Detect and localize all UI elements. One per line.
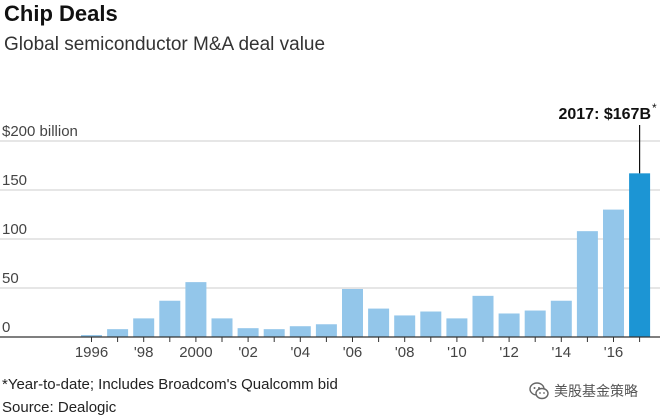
x-tick-label: 1996: [75, 344, 108, 361]
bar: [524, 310, 546, 337]
bar: [133, 318, 155, 337]
footnote: *Year-to-date; Includes Broadcom's Qualc…: [2, 376, 338, 393]
x-tick-label: 2000: [179, 344, 212, 361]
x-tick-label: '98: [134, 344, 154, 361]
bar: [472, 295, 494, 337]
annotation-asterisk: *: [652, 101, 657, 115]
x-tick-label: '06: [343, 344, 363, 361]
x-tick-label: '12: [499, 344, 519, 361]
bar: [185, 282, 207, 337]
source-note: Source: Dealogic: [2, 399, 117, 416]
x-tick-label: '04: [291, 344, 311, 361]
bar: [498, 313, 520, 337]
x-tick-label: '14: [552, 344, 572, 361]
x-tick-label: '16: [604, 344, 624, 361]
x-tick-label: '10: [447, 344, 467, 361]
y-tick-label: 50: [2, 270, 19, 287]
y-tick-label: 150: [2, 172, 27, 189]
y-tick-label: 0: [2, 319, 10, 336]
bar: [107, 329, 129, 337]
bar: [420, 311, 442, 337]
bar: [81, 335, 102, 337]
annotation-label: 2017: $167B: [558, 106, 651, 123]
bar: [603, 209, 624, 337]
watermark: 美股基金策略: [529, 381, 638, 401]
bar: [237, 328, 259, 337]
bar: [289, 326, 311, 337]
bar: [576, 231, 598, 337]
bar: [550, 300, 572, 337]
bar: [629, 173, 651, 337]
bar: [446, 318, 468, 337]
y-tick-label: $200 billion: [2, 123, 78, 140]
wechat-icon: [529, 382, 549, 400]
bar: [342, 288, 363, 337]
bar: [394, 315, 416, 337]
chart-subtitle: Global semiconductor M&A deal value: [4, 34, 326, 55]
watermark-text: 美股基金策略: [554, 384, 638, 400]
bar: [211, 318, 233, 337]
x-tick-label: '08: [395, 344, 415, 361]
bar: [315, 324, 337, 337]
chart-title: Chip Deals: [4, 1, 118, 26]
bar: [368, 308, 390, 337]
bar: [263, 329, 285, 337]
bar: [159, 300, 181, 337]
x-tick-label: '02: [238, 344, 258, 361]
y-tick-label: 100: [2, 221, 27, 238]
